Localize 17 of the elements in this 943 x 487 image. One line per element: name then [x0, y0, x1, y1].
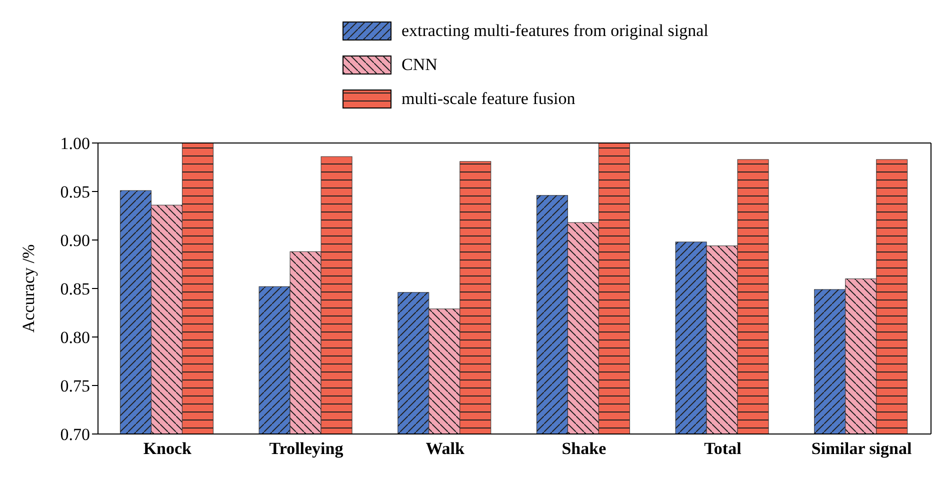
legend-label: CNN [402, 55, 438, 75]
legend-label: extracting multi-features from original signal [402, 21, 708, 41]
y-tick-label: 0.95 [60, 182, 90, 202]
y-tick-label: 0.80 [60, 328, 90, 348]
x-tick-label: Total [704, 439, 742, 458]
y-tick-label: 0.70 [60, 425, 90, 444]
x-tick-label: Walk [426, 439, 465, 458]
x-tick-label: Knock [143, 439, 192, 458]
y-tick-label: 0.90 [60, 231, 90, 250]
x-tick-label: Similar signal [811, 439, 912, 458]
x-tick-label: Shake [562, 439, 607, 458]
legend-label: multi-scale feature fusion [402, 89, 576, 109]
y-tick-label: 1.00 [60, 134, 90, 154]
y-tick-label: 0.75 [60, 376, 90, 396]
x-tick-label: Trolleying [269, 439, 344, 458]
y-tick-label: 0.85 [60, 280, 90, 299]
y-axis-title: Accuracy /% [19, 244, 38, 333]
